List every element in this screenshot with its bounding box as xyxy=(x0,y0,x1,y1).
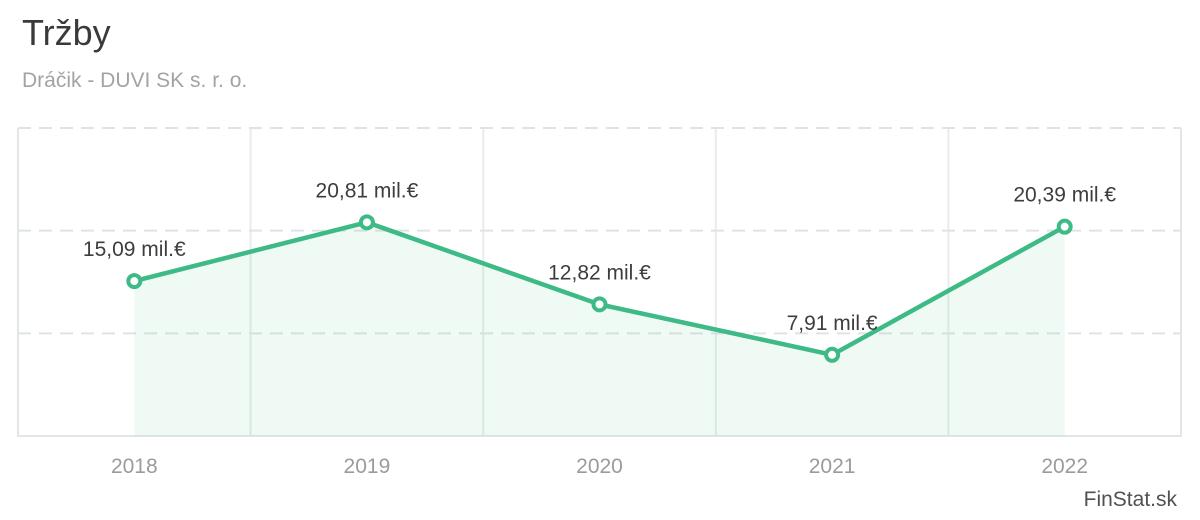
data-point-marker-2020[interactable] xyxy=(591,296,608,313)
x-axis-label-2018: 2018 xyxy=(111,455,158,478)
x-axis-label-2021: 2021 xyxy=(809,455,856,478)
data-label-2021: 7,91 mil.€ xyxy=(787,312,878,335)
chart-title: Tržby xyxy=(22,12,111,53)
data-point-marker-2021[interactable] xyxy=(824,346,841,363)
x-axis-label-2020: 2020 xyxy=(576,455,623,478)
series-area-fill xyxy=(134,222,1065,436)
data-point-marker-2018[interactable] xyxy=(126,273,143,290)
x-axis-label-2019: 2019 xyxy=(344,455,391,478)
data-point-marker-2019[interactable] xyxy=(358,214,375,231)
company-name-subtitle: Dráčik - DUVI SK s. r. o. xyxy=(22,69,248,92)
x-axis-label-2022: 2022 xyxy=(1041,455,1088,478)
data-label-2022: 20,39 mil.€ xyxy=(1013,184,1116,207)
data-label-2020: 12,82 mil.€ xyxy=(548,261,651,284)
data-label-2018: 15,09 mil.€ xyxy=(83,238,186,261)
finstat-watermark[interactable]: FinStat.sk xyxy=(1083,488,1177,511)
data-point-marker-2022[interactable] xyxy=(1056,218,1073,235)
data-label-2019: 20,81 mil.€ xyxy=(316,179,419,202)
